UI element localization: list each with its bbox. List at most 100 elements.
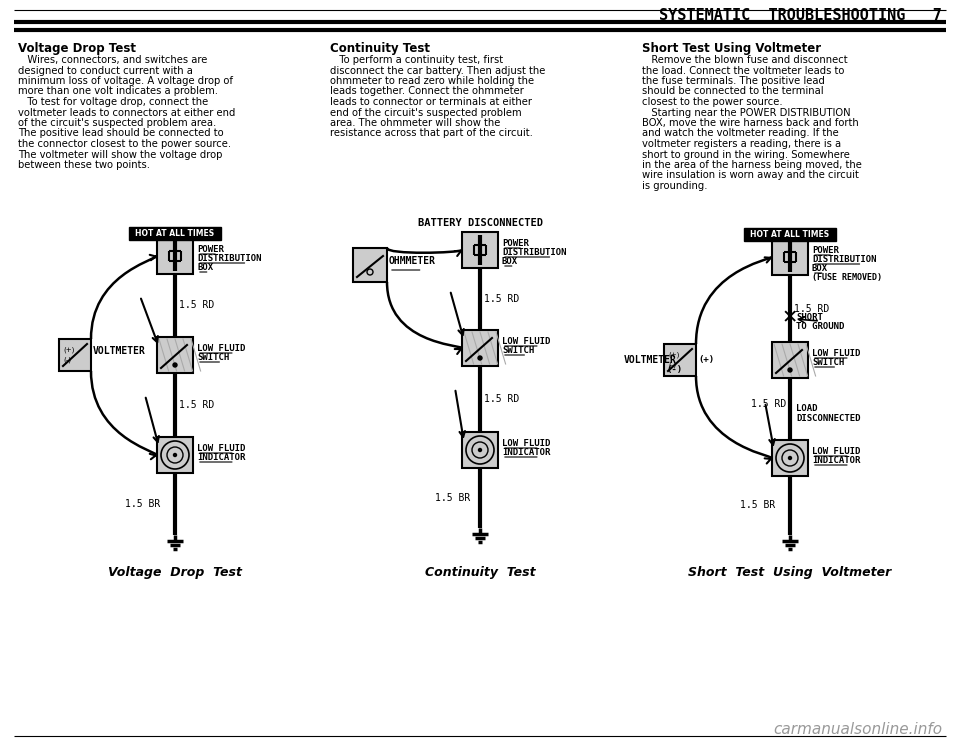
Text: DISTRIBUTION: DISTRIBUTION [812,255,876,264]
Circle shape [788,368,792,372]
Text: voltmeter registers a reading, there is a: voltmeter registers a reading, there is … [642,139,841,149]
Text: To perform a continuity test, first: To perform a continuity test, first [330,55,503,65]
Text: OHMMETER: OHMMETER [389,256,436,266]
Text: VOLTMETER: VOLTMETER [93,346,146,356]
Text: POWER: POWER [812,246,839,255]
Text: and watch the voltmeter reading. If the: and watch the voltmeter reading. If the [642,128,839,139]
Text: Continuity Test: Continuity Test [330,42,430,55]
Text: (+): (+) [698,355,714,364]
Text: (-): (-) [63,357,71,363]
Text: (-): (-) [668,362,676,369]
Text: 1.5 RD: 1.5 RD [484,394,519,404]
Text: POWER: POWER [197,245,224,254]
Text: (+): (+) [668,352,680,358]
Text: 1.5 RD: 1.5 RD [794,304,829,313]
Bar [59,339,91,371]
Text: area. The ohmmeter will show the: area. The ohmmeter will show the [330,118,500,128]
Text: Remove the blown fuse and disconnect: Remove the blown fuse and disconnect [642,55,848,65]
Circle shape [478,356,482,360]
Text: minimum loss of voltage. A voltage drop of: minimum loss of voltage. A voltage drop … [18,76,233,86]
Text: HOT AT ALL TIMES: HOT AT ALL TIMES [751,230,829,239]
Text: LOAD: LOAD [796,404,818,413]
Bar [772,440,808,476]
Text: 1.5 BR: 1.5 BR [740,501,776,510]
Text: the connector closest to the power source.: the connector closest to the power sourc… [18,139,231,149]
Text: BOX: BOX [197,263,213,272]
Bar [157,437,193,473]
Text: TO GROUND: TO GROUND [796,322,845,331]
Bar [462,330,498,366]
Text: ohmmeter to read zero while holding the: ohmmeter to read zero while holding the [330,76,534,86]
Circle shape [173,363,177,367]
Text: disconnect the car battery. Then adjust the: disconnect the car battery. Then adjust … [330,66,545,75]
Bar [462,432,498,468]
Text: between these two points.: between these two points. [18,160,150,170]
Text: 1.5 RD: 1.5 RD [751,399,786,409]
Bar [129,227,221,240]
Bar [157,238,193,274]
Text: wire insulation is worn away and the circuit: wire insulation is worn away and the cir… [642,171,859,181]
Text: SWITCH: SWITCH [197,353,229,362]
Text: The positive lead should be connected to: The positive lead should be connected to [18,128,224,139]
Text: designed to conduct current with a: designed to conduct current with a [18,66,193,75]
Text: To test for voltage drop, connect the: To test for voltage drop, connect the [18,97,208,107]
Text: the fuse terminals. The positive lead: the fuse terminals. The positive lead [642,76,825,86]
Text: BOX: BOX [502,257,518,266]
Text: closest to the power source.: closest to the power source. [642,97,782,107]
Text: (FUSE REMOVED): (FUSE REMOVED) [812,273,882,282]
Text: ✕: ✕ [781,309,798,327]
Text: DISCONNECTED: DISCONNECTED [796,414,860,423]
Text: (+): (+) [63,347,74,354]
Text: SHORT: SHORT [796,313,823,322]
Bar [157,337,193,373]
Text: The voltmeter will show the voltage drop: The voltmeter will show the voltage drop [18,149,223,160]
Circle shape [478,448,482,451]
Text: Wires, connectors, and switches are: Wires, connectors, and switches are [18,55,207,65]
Text: SYSTEMATIC  TROUBLESHOOTING   7: SYSTEMATIC TROUBLESHOOTING 7 [660,8,942,24]
Text: LOW FLUID: LOW FLUID [812,349,860,358]
Text: VOLTMETER: VOLTMETER [624,355,677,365]
Text: Starting near the POWER DISTRIBUTION: Starting near the POWER DISTRIBUTION [642,107,851,118]
Text: 1.5 BR: 1.5 BR [125,499,160,509]
Text: leads to connector or terminals at either: leads to connector or terminals at eithe… [330,97,532,107]
Text: LOW FLUID: LOW FLUID [812,447,860,456]
Text: leads together. Connect the ohmmeter: leads together. Connect the ohmmeter [330,87,524,96]
Bar [353,248,387,282]
Bar [462,232,498,268]
Text: Short  Test  Using  Voltmeter: Short Test Using Voltmeter [688,566,892,579]
Text: DISTRIBUTION: DISTRIBUTION [197,254,261,263]
Text: Continuity  Test: Continuity Test [424,566,536,579]
Text: Short Test Using Voltmeter: Short Test Using Voltmeter [642,42,821,55]
Text: (-): (-) [666,365,682,374]
Circle shape [174,454,177,457]
Bar [664,344,696,376]
Text: the load. Connect the voltmeter leads to: the load. Connect the voltmeter leads to [642,66,845,75]
Text: should be connected to the terminal: should be connected to the terminal [642,87,824,96]
Text: 1.5 BR: 1.5 BR [435,493,470,503]
Text: more than one volt indicates a problem.: more than one volt indicates a problem. [18,87,218,96]
Text: end of the circuit's suspected problem: end of the circuit's suspected problem [330,107,521,118]
Text: LOW FLUID: LOW FLUID [502,337,550,346]
Text: in the area of the harness being moved, the: in the area of the harness being moved, … [642,160,862,170]
Text: short to ground in the wiring. Somewhere: short to ground in the wiring. Somewhere [642,149,850,160]
Text: BATTERY DISCONNECTED: BATTERY DISCONNECTED [418,218,542,228]
Text: INDICATOR: INDICATOR [502,448,550,457]
Bar [744,228,836,241]
Text: Voltage  Drop  Test: Voltage Drop Test [108,566,242,579]
Text: SWITCH: SWITCH [812,358,844,367]
Text: resistance across that part of the circuit.: resistance across that part of the circu… [330,128,533,139]
Bar [772,342,808,378]
Text: LOW FLUID: LOW FLUID [197,344,246,353]
Text: SWITCH: SWITCH [502,346,535,355]
Text: voltmeter leads to connectors at either end: voltmeter leads to connectors at either … [18,107,235,118]
Text: DISTRIBUTION: DISTRIBUTION [502,248,566,257]
Circle shape [788,457,791,460]
Text: Voltage Drop Test: Voltage Drop Test [18,42,136,55]
Text: 1.5 RD: 1.5 RD [484,294,519,304]
Text: POWER: POWER [502,239,529,248]
Text: LOW FLUID: LOW FLUID [502,439,550,448]
Text: of the circuit's suspected problem area.: of the circuit's suspected problem area. [18,118,216,128]
Bar [772,239,808,275]
Text: 1.5 RD: 1.5 RD [179,301,214,310]
Text: LOW FLUID: LOW FLUID [197,444,246,453]
